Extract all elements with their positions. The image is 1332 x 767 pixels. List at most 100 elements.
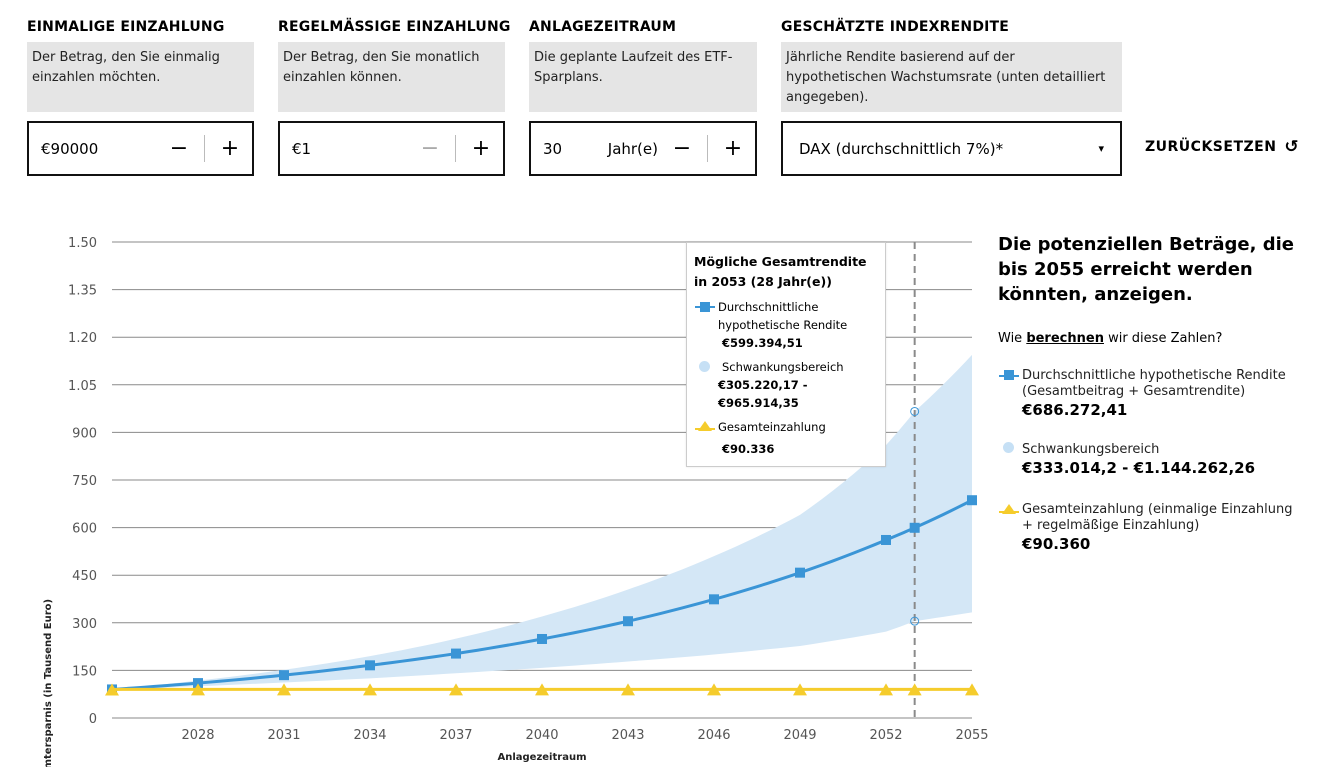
x-tick-label: 2034 [353, 728, 386, 743]
x-tick-label: 2052 [869, 728, 902, 743]
x-tick-label: 2055 [955, 728, 988, 743]
range-band-layer [112, 354, 972, 690]
monthly-deposit-stepper: €1 − + [278, 121, 505, 176]
x-tick-label: 2049 [783, 728, 816, 743]
x-axis-title: Anlagezeitraum [497, 752, 586, 763]
summary-title: Die potenziellen Beträge, die bis 2055 e… [998, 234, 1294, 305]
total-deposit-point [793, 683, 807, 696]
index-return-select[interactable]: DAX (durchschnittlich 7%)* ▾ [781, 121, 1122, 176]
stepper-divider [455, 135, 456, 162]
average-return-point [709, 594, 719, 605]
stepper-divider [707, 135, 708, 162]
circle-marker-icon [694, 358, 718, 376]
index-return-selected-value: DAX (durchschnittlich 7%)* [799, 139, 1004, 158]
y-tick-label: 600 [72, 522, 97, 537]
tooltip-range-row: Schwankungsbereich €305.220,17 - €965.91… [694, 358, 878, 412]
stepper-divider [204, 135, 205, 162]
tooltip-title-line1: Mögliche Gesamtrendite [694, 254, 867, 269]
investment-period-description: Die geplante Laufzeit des ETF-Sparplans. [529, 42, 757, 112]
tooltip-deposit-label: Gesamteinzahlung [718, 420, 826, 434]
investment-period-field: ANLAGEZEITRAUM Die geplante Laufzeit des… [529, 18, 757, 176]
range-high-point [910, 406, 920, 416]
average-return-point [967, 495, 977, 506]
tooltip-average-value: €599.394,51 [722, 336, 803, 350]
one-time-deposit-decrement-button[interactable]: − [169, 135, 189, 161]
range-low-point [910, 616, 920, 626]
tooltip-average-label-2: hypothetische Rendite [718, 318, 848, 332]
legend-average-value: €686.272,41 [1022, 401, 1128, 419]
average-return-point [795, 567, 805, 578]
monthly-deposit-title: REGELMÄSSIGE EINZAHLUNG [278, 19, 511, 35]
average-return-point [909, 522, 920, 533]
x-tick-label: 2037 [439, 728, 472, 743]
monthly-deposit-increment-button[interactable]: + [471, 135, 491, 161]
y-tick-label: 750 [72, 474, 97, 489]
legend-range: Schwankungsbereich €333.014,2 - €1.144.2… [998, 442, 1318, 478]
one-time-deposit-title: EINMALIGE EINZAHLUNG [27, 19, 225, 35]
tooltip-deposit-value: €90.336 [722, 442, 775, 456]
investment-period-input[interactable]: 30 [543, 139, 563, 158]
monthly-deposit-field: REGELMÄSSIGE EINZAHLUNG Der Betrag, den … [278, 18, 511, 176]
reset-icon: ↺ [1284, 137, 1300, 157]
square-marker-icon [694, 298, 718, 316]
legend-average-label-2: (Gesamtbeitrag + Gesamtrendite) [1022, 384, 1246, 399]
legend-deposit: Gesamteinzahlung (einmalige Einzahlung +… [998, 502, 1318, 554]
one-time-deposit-input[interactable]: €90000 [41, 139, 99, 158]
average-return-point [623, 616, 633, 627]
y-tick-label: 1.50 [68, 236, 97, 251]
savings-chart: 0 150 300 450 600 750 900 1.05 1.20 1.35 1.50 2028 2… [43, 236, 989, 767]
average-return-point [881, 534, 891, 545]
calculation-link[interactable]: berechnen [1026, 331, 1104, 346]
x-tick-label: 2040 [525, 728, 558, 743]
average-return-point [193, 678, 203, 689]
reset-label: ZURÜCKSETZEN [1145, 139, 1277, 155]
tooltip-title-line2: in 2053 (28 Jahr(e)) [694, 274, 832, 289]
triangle-marker-icon [998, 502, 1022, 520]
x-tick-label: 2043 [611, 728, 644, 743]
index-return-title: GESCHÄTZTE INDEXRENDITE [781, 19, 1010, 35]
tooltip-average-label-1: Durchschnittliche [718, 300, 819, 314]
x-tick-label: 2028 [181, 728, 214, 743]
index-return-description: Jährliche Rendite basierend auf der hypo… [781, 42, 1122, 112]
total-deposit-point [907, 683, 922, 696]
total-deposit-point [449, 683, 463, 696]
y-tick-label: 0 [89, 712, 97, 727]
x-tick-label: 2031 [267, 728, 300, 743]
monthly-deposit-decrement-button[interactable]: − [420, 135, 440, 161]
index-return-field: GESCHÄTZTE INDEXRENDITE Jährliche Rendit… [781, 18, 1122, 176]
monthly-deposit-input[interactable]: €1 [292, 139, 312, 158]
investment-period-title: ANLAGEZEITRAUM [529, 19, 677, 35]
average-return-point [537, 633, 547, 644]
average-return-point [279, 670, 289, 681]
one-time-deposit-increment-button[interactable]: + [220, 135, 240, 161]
y-tick-label: 1.20 [68, 331, 97, 346]
one-time-deposit-field: EINMALIGE EINZAHLUNG Der Betrag, den Sie… [27, 18, 254, 176]
square-marker-icon [998, 368, 1022, 386]
legend-deposit-value: €90.360 [1022, 535, 1091, 553]
y-tick-label: 150 [72, 664, 97, 679]
y-tick-label: 1.35 [68, 284, 97, 299]
investment-period-increment-button[interactable]: + [723, 135, 743, 161]
total-deposit-point [105, 683, 119, 696]
x-tick-label: 2046 [697, 728, 730, 743]
investment-period-decrement-button[interactable]: − [672, 135, 692, 161]
axis-labels-layer: 0 150 300 450 600 750 900 1.05 1.20 1.35 1.50 2028 2… [68, 236, 989, 743]
chart-tooltip: Mögliche Gesamtrendite in 2053 (28 Jahr(… [686, 242, 886, 467]
series-layer [105, 242, 979, 720]
legend-range-label: Schwankungsbereich [1022, 442, 1160, 457]
y-tick-label: 900 [72, 426, 97, 441]
calculation-note-prefix: Wie [998, 331, 1027, 346]
calculation-note: Wie berechnen wir diese Zahlen? [998, 331, 1318, 346]
range-band-area [112, 354, 972, 690]
total-deposit-point [191, 683, 205, 696]
chevron-down-icon: ▾ [1098, 142, 1104, 155]
reset-button[interactable]: ZURÜCKSETZEN ↺ [1145, 137, 1299, 157]
tooltip-range-label: Schwankungsbereich [722, 360, 844, 374]
y-tick-label: 1.05 [68, 379, 97, 394]
legend-range-value: €333.014,2 - €1.144.262,26 [1022, 459, 1256, 477]
tooltip-range-low: €305.220,17 - [718, 378, 808, 392]
legend-average-label-1: Durchschnittliche hypothetische Rendite [1022, 368, 1286, 383]
total-deposit-point [879, 683, 893, 696]
legend-average: Durchschnittliche hypothetische Rendite … [998, 368, 1318, 420]
investment-period-unit: Jahr(e) [607, 139, 658, 158]
